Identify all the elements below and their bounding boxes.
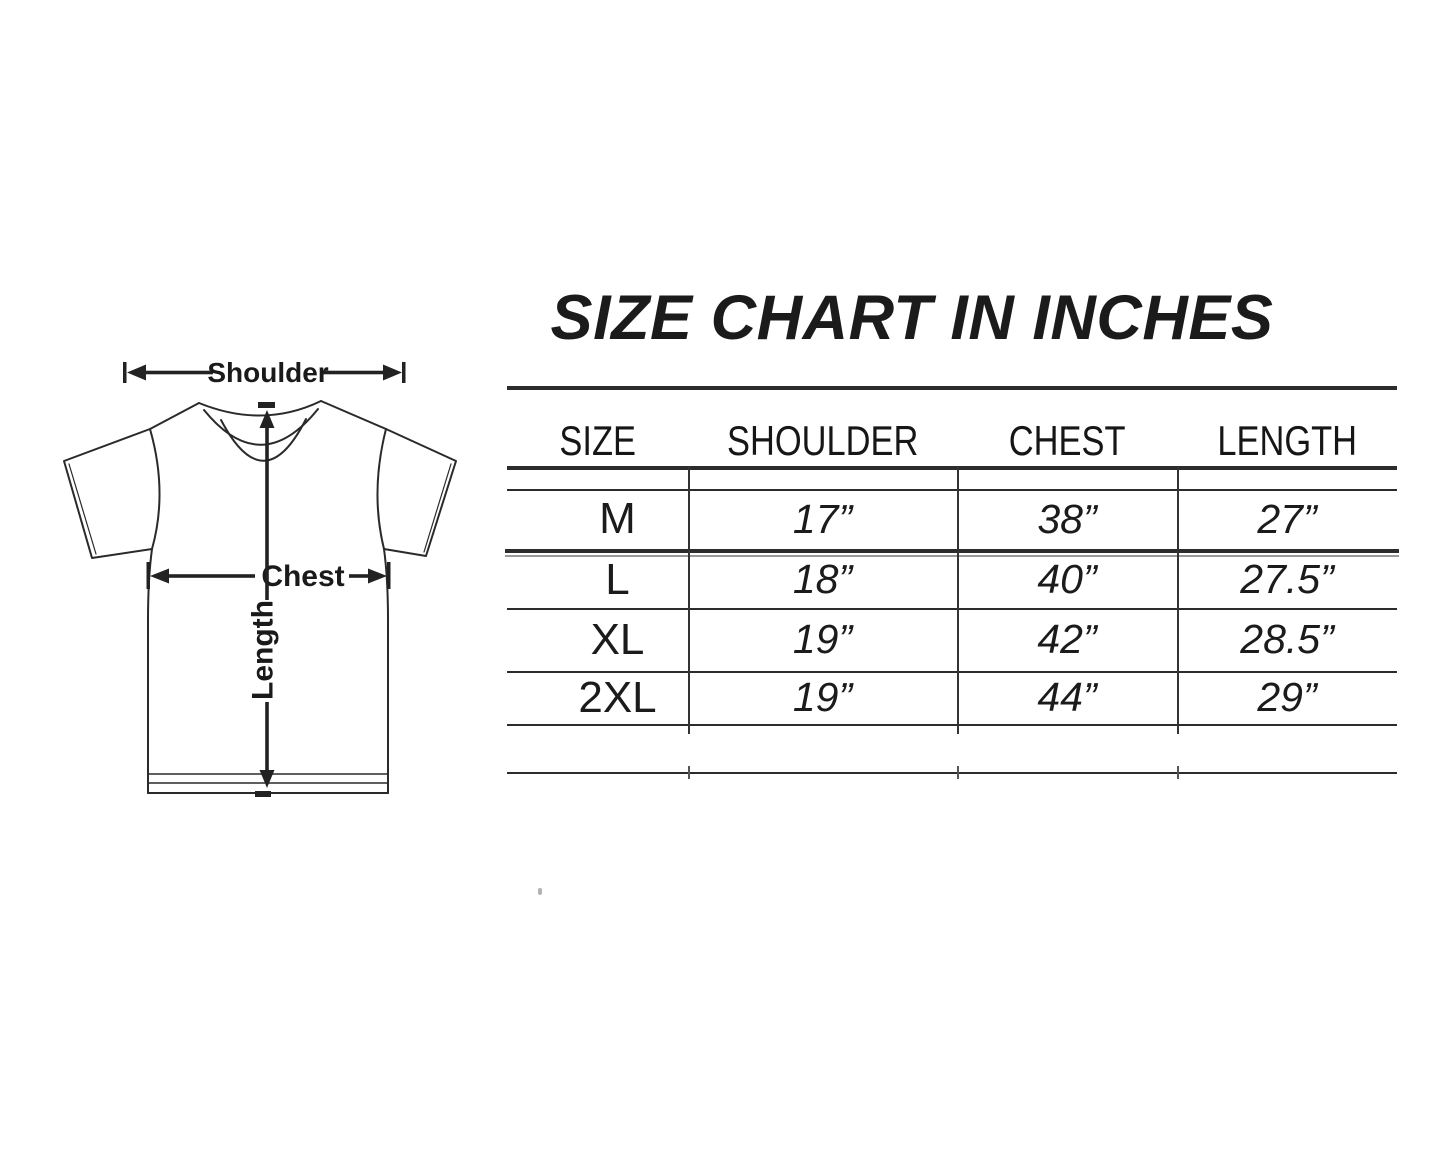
shoulder-arrow-right-bar (402, 362, 406, 383)
row-divider-2xl (507, 724, 1397, 726)
row-divider-m-shadow (505, 555, 1399, 557)
size-cell-m: M (599, 494, 636, 543)
chest-arrowhead-left (150, 568, 169, 584)
chest-arrow-left-bar (146, 562, 150, 589)
shoulder-label: Shoulder (207, 357, 328, 388)
chest-arrowhead-right (368, 568, 387, 584)
chart-title: SIZE CHART IN INCHES (550, 283, 1274, 353)
hem-bottom-tab (255, 791, 271, 797)
tshirt-right-side (320, 400, 457, 794)
tshirt-outline (63, 400, 457, 794)
shoulder-value-2xl: 19” (792, 674, 853, 720)
length-arrowhead-up (259, 410, 275, 428)
shoulder-arrow-line-left (143, 370, 213, 375)
chest-value-xl: 42” (1037, 616, 1097, 662)
size-cell-l: L (605, 554, 630, 604)
header-underline-thin (507, 489, 1397, 491)
column-header-length: LENGTH (1217, 417, 1357, 464)
column-separator-2 (957, 466, 959, 734)
column-separator-3 (1177, 466, 1179, 734)
chest-measure-arrow: Chest (146, 560, 391, 593)
chest-value-2xl: 44” (1037, 674, 1097, 720)
row-divider-xl (507, 671, 1397, 673)
chest-label: Chest (261, 560, 344, 593)
size-cell-2xl: 2XL (578, 672, 657, 722)
bottom-line-tick-1 (688, 766, 690, 779)
collar-outer-curve (198, 400, 322, 417)
length-measure-arrow: Length (247, 402, 280, 797)
chest-arrow-line-right (349, 574, 371, 578)
column-header-chest: CHEST (1008, 417, 1126, 464)
shoulder-value-xl: 19” (792, 616, 853, 662)
column-header-shoulder: SHOULDER (726, 417, 919, 464)
shoulder-measure-arrow: Shoulder (123, 357, 406, 388)
shoulder-arrowhead-right (383, 364, 402, 381)
left-sleeve-fold-line (68, 463, 97, 555)
shoulder-value-l: 18” (792, 556, 853, 602)
column-separator-1 (688, 466, 690, 734)
length-arrow-line-bottom (265, 702, 269, 772)
length-value-m: 27” (1257, 495, 1317, 542)
right-sleeve-fold-line (423, 463, 452, 553)
row-divider-m-thick (505, 549, 1399, 553)
length-value-2xl: 29” (1257, 674, 1317, 720)
table-top-border (507, 386, 1397, 390)
chest-value-l: 40” (1037, 556, 1097, 602)
right-armhole-seam (376, 428, 387, 550)
chest-value-m: 38” (1037, 495, 1097, 542)
scan-speck (538, 888, 542, 895)
bottom-line-tick-3 (1177, 766, 1179, 779)
length-label: Length (247, 600, 280, 700)
table-bottom-line (507, 772, 1397, 774)
header-underline-thick (507, 466, 1397, 470)
shoulder-arrow-line-right (322, 370, 385, 375)
tshirt-diagram: Shoulder Chest (63, 357, 457, 797)
collar-inner-curve (220, 418, 307, 462)
chest-arrow-line-left (167, 574, 255, 578)
length-arrowhead-down (259, 770, 275, 788)
length-arrow-line-top (265, 426, 269, 600)
bottom-line-tick-2 (957, 766, 959, 779)
length-value-l: 27.5” (1240, 556, 1334, 602)
column-header-size: SIZE (559, 417, 636, 464)
shoulder-arrow-left-bar (123, 362, 127, 383)
shoulder-arrowhead-left (127, 364, 146, 381)
left-armhole-seam (149, 428, 161, 550)
length-value-xl: 28.5” (1240, 616, 1334, 662)
tshirt-left-side (63, 402, 200, 794)
row-divider-l (507, 608, 1397, 610)
collar-top-tab (258, 402, 275, 408)
shoulder-value-m: 17” (792, 495, 853, 542)
size-cell-xl: XL (590, 614, 645, 664)
chest-arrow-right-bar (387, 562, 391, 589)
